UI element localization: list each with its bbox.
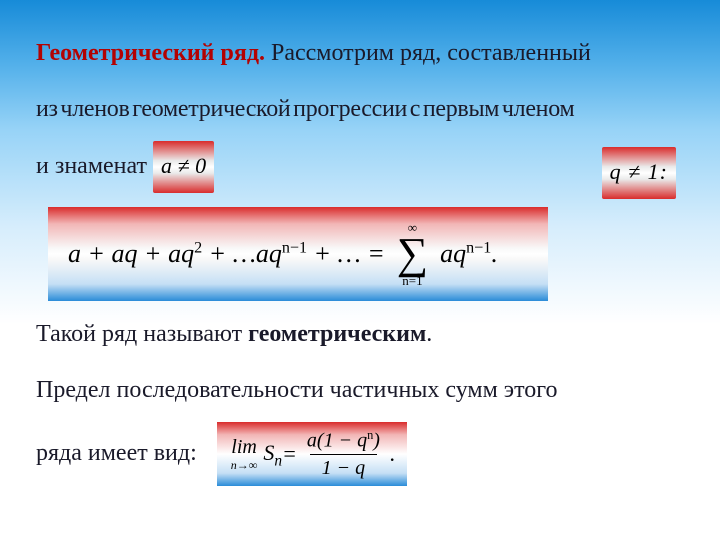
geometric-series-formula: a + aq + aq2 + …aqn−1 + … = ∞ ∑ n=1 aqn−… <box>48 207 548 301</box>
lim-eq: = <box>282 431 297 477</box>
series-rhs: aqn−1. <box>440 239 498 269</box>
lim-dot: . <box>390 431 396 477</box>
line-3: и знаменат a ≠ 0 q ≠ 1: <box>36 141 684 194</box>
exp-2: 2 <box>194 240 202 257</box>
series-tail: + … = <box>307 239 385 268</box>
series-lhs-1: a + aq + aq <box>68 239 194 268</box>
lim-fraction: a(1 − qn) 1 − q <box>301 428 386 481</box>
sigma-symbol: ∑ <box>397 234 428 274</box>
series-dot: . <box>491 239 498 268</box>
sigma-lower: n=1 <box>402 274 422 287</box>
after1-c: . <box>426 321 432 347</box>
num-b: ) <box>373 429 380 451</box>
lim-S-sub: n <box>274 453 282 470</box>
after1-b: геометрическим <box>248 321 426 347</box>
line-after-2: Предел последовательности частичных сумм… <box>36 365 684 415</box>
exp-nm1: n−1 <box>282 240 307 257</box>
after1-a: Такой ряд называют <box>36 321 248 347</box>
sigma: ∞ ∑ n=1 <box>397 221 428 287</box>
inline-formula-q: q ≠ 1: <box>602 147 676 199</box>
after3-text: ряда имеет вид: <box>36 440 197 466</box>
frac-den: 1 − q <box>310 454 378 480</box>
line-after-1: Такой ряд называют геометрическим. <box>36 309 684 359</box>
lim-word: lim <box>231 437 257 457</box>
lim-S: Sn <box>263 430 282 478</box>
lim-sub: n→∞ <box>231 457 258 471</box>
line-2: из членов геометрической прогрессии с пе… <box>36 84 684 134</box>
rhs-exp: n−1 <box>466 240 491 257</box>
series-lhs: a + aq + aq2 + …aqn−1 + … = <box>68 239 385 269</box>
lim-stack: lim n→∞ <box>231 437 258 471</box>
heading-line: Геометрический ряд. Рассмотрим ряд, сост… <box>36 28 684 78</box>
series-title: Геометрический ряд. <box>36 40 265 66</box>
frac-num: a(1 − qn) <box>301 428 386 455</box>
num-a: a(1 − q <box>307 429 367 451</box>
line3-prefix: и знаменат <box>36 153 147 179</box>
heading-rest: Рассмотрим ряд, составленный <box>271 40 591 66</box>
rhs-base: aq <box>440 239 466 268</box>
limit-formula: lim n→∞ Sn = a(1 − qn) 1 − q . <box>217 422 408 487</box>
slide-body: Геометрический ряд. Рассмотрим ряд, сост… <box>0 0 720 502</box>
line-after-3: ряда имеет вид: lim n→∞ Sn = a(1 − qn) 1… <box>36 422 684 487</box>
series-mid: + …aq <box>202 239 282 268</box>
lim-S-letter: S <box>263 440 274 465</box>
inline-formula-a: a ≠ 0 <box>153 141 214 193</box>
